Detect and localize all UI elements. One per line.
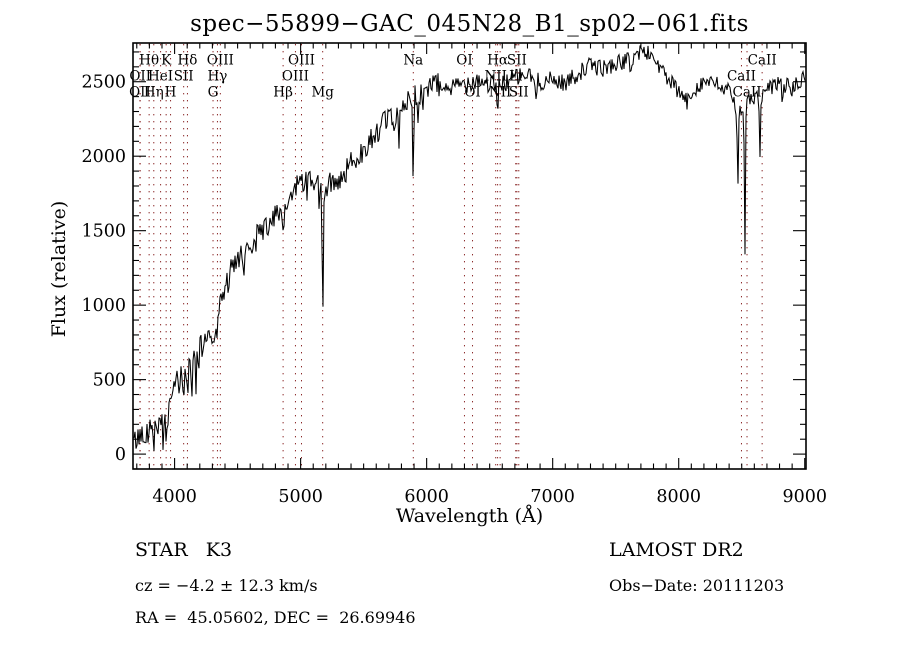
spectral-line-label: OIII <box>207 53 234 69</box>
page-title: spec−55899−GAC_045N28_B1_sp02−061.fits <box>190 11 749 37</box>
spectral-line-label: SII <box>509 85 529 101</box>
y-axis-label: Flux (relative) <box>48 200 70 338</box>
spectral-line-label: Hη <box>144 85 164 101</box>
spectral-line-label: HeI <box>148 69 173 85</box>
spectral-line-label: Na <box>403 53 423 69</box>
spectral-line-label: CaII <box>727 69 756 85</box>
observation-date-label: Obs−Date: 20111203 <box>609 576 785 595</box>
spectral-line-label: SII <box>507 53 527 69</box>
y-tick-label: 1500 <box>81 222 126 242</box>
spectral-line-label: CaII <box>732 85 761 101</box>
x-tick-label: 5000 <box>278 487 323 507</box>
x-tick-label: 7000 <box>530 487 575 507</box>
y-tick-label: 1000 <box>81 296 126 316</box>
spectral-line-label: Hδ <box>177 53 197 69</box>
spectral-line-label: Hθ <box>139 53 159 69</box>
x-axis-label: Wavelength (Å) <box>395 505 544 527</box>
spectral-line-label: Hγ <box>208 69 228 85</box>
spectral-line-label: Hα <box>487 53 508 69</box>
spectral-line-label: NII <box>484 69 506 85</box>
spectral-line-label: CaII <box>748 53 777 69</box>
x-tick-label: 4000 <box>152 487 197 507</box>
spectral-line-label: OI <box>456 53 472 69</box>
x-tick-label: 9000 <box>782 487 827 507</box>
y-tick-label: 2500 <box>81 73 126 93</box>
spectral-line-label: G <box>208 85 219 101</box>
spectral-line-label: OIII <box>282 69 309 85</box>
spectral-line-label: Mg <box>311 85 334 101</box>
spectrum-trace <box>133 45 806 452</box>
spectral-line-label: Hβ <box>273 85 293 101</box>
y-tick-label: 0 <box>115 445 126 465</box>
x-tick-label: 8000 <box>656 487 701 507</box>
spectral-line-label: H <box>165 85 177 101</box>
object-class-label: STAR K3 <box>135 539 233 561</box>
spectral-line-label: K <box>161 53 172 69</box>
survey-label: LAMOST DR2 <box>609 539 744 561</box>
x-tick-label: 6000 <box>404 487 449 507</box>
coordinates-label: RA = 45.05602, DEC = 26.69946 <box>135 608 416 627</box>
redshift-velocity-label: cz = −4.2 ± 12.3 km/s <box>135 576 318 595</box>
spectral-line-label: OI <box>464 85 480 101</box>
spectral-line-label: NII <box>489 85 511 101</box>
plot-frame <box>132 42 807 470</box>
spectral-line-label: OII <box>129 85 151 101</box>
y-tick-label: 2000 <box>81 147 126 167</box>
spectral-line-label: SII <box>174 69 194 85</box>
spectral-line-label: OII <box>129 69 151 85</box>
spectral-line-label: Li <box>509 69 523 85</box>
spectral-line-label: OIII <box>288 53 315 69</box>
y-tick-label: 500 <box>93 371 126 391</box>
